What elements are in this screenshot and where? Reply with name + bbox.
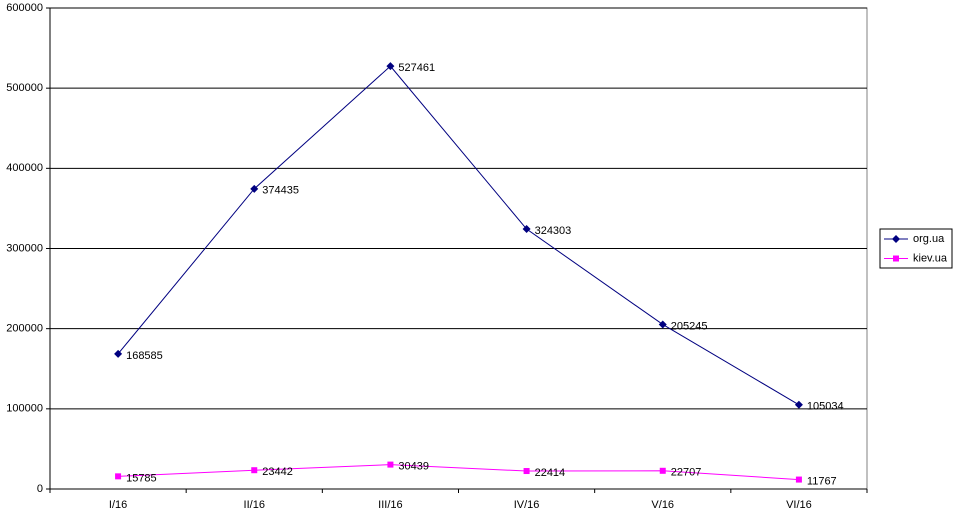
marker	[523, 468, 530, 475]
marker	[795, 476, 802, 483]
data-label: 30439	[398, 461, 429, 473]
data-label: 23442	[262, 466, 293, 478]
marker	[386, 62, 395, 71]
data-label: 22414	[535, 467, 566, 479]
data-label: 11767	[807, 475, 837, 487]
y-tick-label: 600000	[6, 2, 43, 14]
marker	[250, 184, 259, 193]
y-tick-label: 0	[37, 483, 43, 495]
data-label: 15785	[126, 472, 157, 484]
data-label: 168585	[126, 350, 163, 362]
x-tick-label: I/16	[109, 499, 127, 511]
series-line	[118, 464, 799, 481]
x-tick-label: VI/16	[786, 499, 812, 511]
y-tick-label: 500000	[6, 82, 43, 94]
marker	[114, 349, 123, 358]
marker	[522, 225, 531, 234]
y-tick-label: 400000	[6, 162, 43, 174]
marker	[794, 400, 803, 409]
data-label: 527461	[398, 62, 435, 74]
marker	[251, 467, 258, 474]
legend-label: org.ua	[913, 233, 945, 245]
y-tick-label: 200000	[6, 323, 43, 335]
x-tick-label: II/16	[244, 499, 265, 511]
y-tick-label: 100000	[6, 403, 43, 415]
marker	[893, 255, 899, 262]
series-line	[117, 65, 800, 406]
x-tick-label: IV/16	[514, 499, 540, 511]
data-label: 205245	[671, 320, 708, 332]
x-tick-label: V/16	[651, 499, 674, 511]
x-tick-label: III/16	[378, 499, 402, 511]
y-tick-label: 300000	[6, 242, 43, 254]
legend	[879, 228, 953, 269]
data-label: 324303	[535, 225, 572, 237]
data-label: 22707	[671, 467, 702, 479]
marker	[659, 467, 666, 474]
marker	[115, 473, 122, 480]
data-label: 105034	[807, 401, 844, 413]
marker	[387, 461, 394, 468]
legend-label: kiev.ua	[913, 252, 948, 264]
marker	[892, 235, 900, 243]
marker	[658, 320, 667, 329]
data-label: 374435	[262, 185, 299, 197]
